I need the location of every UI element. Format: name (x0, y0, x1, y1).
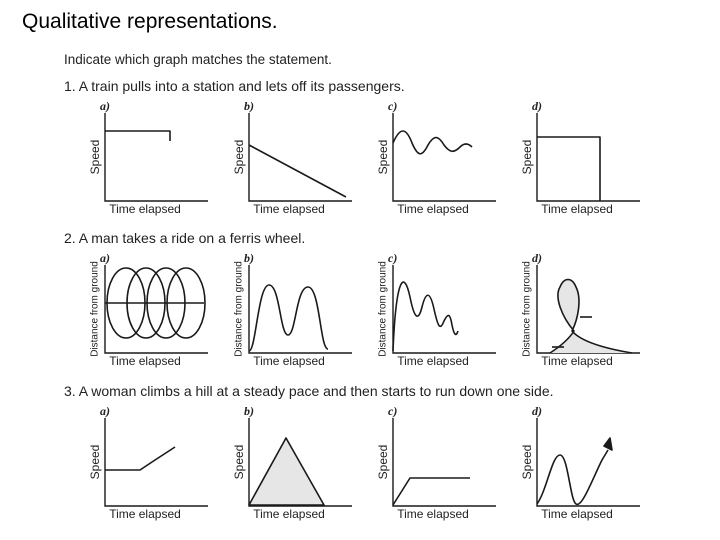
axes (104, 265, 208, 354)
x-axis-label: Time elapsed (109, 202, 181, 216)
graph-curve (549, 278, 633, 354)
x-axis-label: Time elapsed (253, 354, 325, 368)
graph-q1-option-d: d) Time elapsed Speed (512, 95, 642, 225)
instruction-text: Indicate which graph matches the stateme… (64, 52, 332, 67)
graph-q1-option-b: b) Time elapsed Speed (224, 95, 354, 225)
graph-q3-option-c: c) Time elapsed Speed (368, 400, 498, 530)
graph-canvas (536, 418, 640, 507)
graph-q2-option-b: b) Time elapsed Distance from ground (224, 247, 354, 377)
graph-canvas (248, 113, 352, 202)
y-axis-label: Speed (88, 444, 102, 480)
graph-q3-option-d: d) Time elapsed Speed (512, 400, 642, 530)
graph-q2-option-a: a) Time elapsed Distance from ground (80, 247, 210, 377)
y-axis-label: Speed (520, 444, 534, 480)
graph-curve (392, 477, 470, 506)
x-axis-label: Time elapsed (541, 202, 613, 216)
graph-curve (536, 449, 609, 505)
slide-title: Qualitative representations. (22, 10, 278, 33)
graph-q3-option-b: b) Time elapsed Speed (224, 400, 354, 530)
y-axis-label: Speed (376, 139, 390, 175)
axes (248, 113, 352, 202)
graph-curve (537, 136, 601, 201)
option-label: d) (532, 99, 542, 113)
y-axis-label: Distance from ground (233, 261, 245, 357)
graph-curve (248, 284, 329, 352)
graph-canvas (248, 265, 352, 354)
option-label: a) (100, 404, 110, 418)
axes (248, 265, 352, 354)
graph-q1-option-a: a) Time elapsed Speed (80, 95, 210, 225)
x-axis-label: Time elapsed (109, 354, 181, 368)
axes (104, 418, 208, 507)
x-axis-label: Time elapsed (109, 507, 181, 521)
graph-canvas (392, 418, 496, 507)
axes (536, 265, 640, 354)
y-axis-label: Distance from ground (377, 261, 389, 357)
x-axis-label: Time elapsed (253, 507, 325, 521)
graph-canvas (392, 265, 496, 354)
option-label: c) (388, 99, 398, 113)
graph-q2-option-d: d) Time elapsed Distance from ground (512, 247, 642, 377)
option-label: b) (244, 251, 254, 265)
y-axis-label: Distance from ground (89, 261, 101, 357)
x-axis-label: Time elapsed (397, 507, 469, 521)
graph-q1-option-c: c) Time elapsed Speed (368, 95, 498, 225)
axes (104, 113, 208, 202)
y-axis-label: Speed (232, 444, 246, 480)
y-axis-label: Distance from ground (521, 261, 533, 357)
option-label: b) (244, 404, 254, 418)
y-axis-label: Speed (88, 139, 102, 175)
graph-curve (392, 130, 473, 155)
graph-q3-option-a: a) Time elapsed Speed (80, 400, 210, 530)
axes (392, 418, 496, 507)
graph-canvas (104, 418, 208, 507)
graph-curve (248, 437, 325, 506)
graph-curve (105, 130, 171, 141)
axes (536, 418, 640, 507)
question-3-text: 3. A woman climbs a hill at a steady pac… (64, 383, 554, 399)
y-axis-label: Speed (376, 444, 390, 480)
option-label: d) (532, 404, 542, 418)
option-label: a) (100, 251, 110, 265)
axes (392, 113, 496, 202)
graph-q2-option-c: c) Time elapsed Distance from ground (368, 247, 498, 377)
x-axis-label: Time elapsed (541, 354, 613, 368)
graph-canvas (248, 418, 352, 507)
question-2-text: 2. A man takes a ride on a ferris wheel. (64, 230, 306, 246)
option-label: b) (244, 99, 254, 113)
graph-canvas (536, 113, 640, 202)
axes (536, 113, 640, 202)
x-axis-label: Time elapsed (397, 354, 469, 368)
y-axis-label: Speed (520, 139, 534, 175)
graph-curve (105, 446, 176, 471)
graph-curve (392, 281, 459, 352)
option-label: d) (532, 251, 542, 265)
question-1-text: 1. A train pulls into a station and lets… (64, 78, 405, 94)
x-axis-label: Time elapsed (397, 202, 469, 216)
axes (392, 265, 496, 354)
graph-curve (248, 144, 347, 198)
axes (248, 418, 352, 507)
x-axis-label: Time elapsed (253, 202, 325, 216)
graph-canvas (536, 265, 640, 354)
graph-canvas (104, 113, 208, 202)
option-label: c) (388, 404, 398, 418)
graph-curve (603, 437, 613, 451)
x-axis-label: Time elapsed (541, 507, 613, 521)
option-label: a) (100, 99, 110, 113)
option-label: c) (388, 251, 398, 265)
y-axis-label: Speed (232, 139, 246, 175)
graph-canvas (104, 265, 208, 354)
graph-canvas (392, 113, 496, 202)
